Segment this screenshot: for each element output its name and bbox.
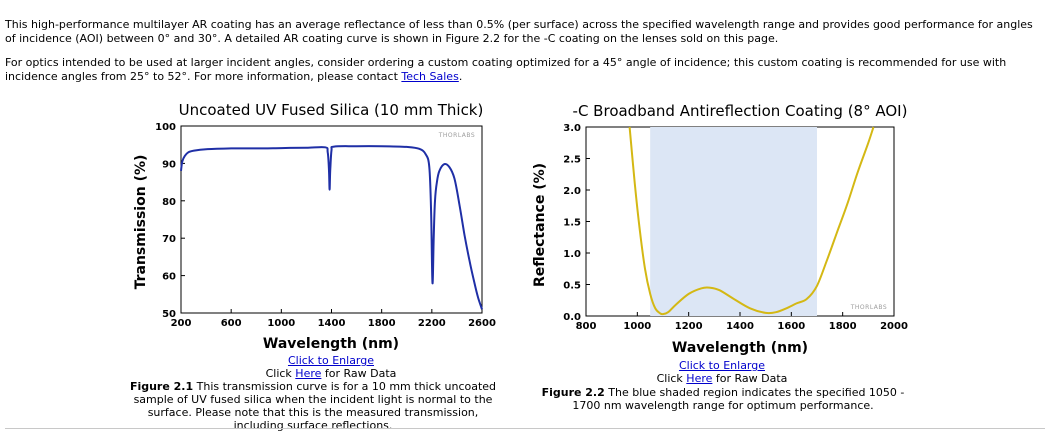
chart-title: Uncoated UV Fused Silica (10 mm Thick) [179, 101, 484, 119]
figure-2-2-caption: Figure 2.2 The blue shaded region indica… [532, 386, 914, 412]
y-tick-label: 80 [162, 197, 176, 208]
raw-data-suffix: for Raw Data [321, 367, 397, 380]
x-tick-label: 1800 [368, 318, 396, 329]
x-ticks: 200 600 1000 1400 1800 2200 2600 [171, 309, 496, 329]
caption-label: Figure 2.1 [129, 380, 194, 393]
x-tick-label: 200 [171, 318, 192, 329]
intro-paragraph: This high-performance multilayer AR coat… [5, 18, 1033, 45]
caption-text: The blue shaded region indicates the spe… [572, 386, 905, 412]
thorlabs-watermark: THORLABS [438, 132, 475, 139]
click-to-enlarge-link[interactable]: Click to Enlarge [287, 354, 375, 367]
figure-2-1-links: Click to Enlarge Click Here for Raw Data [231, 354, 431, 380]
paragraph-text: For optics intended to be used at larger… [5, 56, 1007, 83]
click-to-enlarge-link[interactable]: Click to Enlarge [678, 359, 766, 372]
x-tick-label: 1000 [267, 318, 295, 329]
x-tick-label: 2200 [418, 318, 446, 329]
tech-sales-link[interactable]: Tech Sales [401, 70, 459, 83]
caption-label: Figure 2.2 [541, 386, 605, 399]
x-tick-label: 600 [221, 318, 242, 329]
custom-coating-paragraph: For optics intended to be used at larger… [5, 56, 1040, 84]
y-ticks: 50 60 70 80 90 100 [155, 122, 185, 320]
raw-data-prefix: Click [265, 367, 296, 380]
y-tick-label: 90 [162, 159, 176, 170]
figure-2-2-links: Click to Enlarge Click Here for Raw Data [622, 359, 822, 385]
raw-data-link[interactable]: Here [686, 372, 713, 385]
raw-data-prefix: Click [656, 372, 687, 385]
y-axis-label: Transmission (%) [133, 155, 149, 290]
x-tick-label: 2600 [468, 318, 496, 329]
transmission-curve [180, 145, 483, 310]
y-tick-label: 50 [162, 309, 176, 320]
raw-data-link[interactable]: Here [295, 367, 322, 380]
figure-2-1-caption: Figure 2.1 This transmission curve is fo… [126, 380, 500, 432]
raw-data-suffix: for Raw Data [712, 372, 788, 385]
x-tick-label: 1400 [318, 318, 346, 329]
y-tick-label: 60 [162, 272, 176, 283]
y-tick-label: 70 [162, 234, 176, 245]
paragraph-end: . [458, 70, 463, 83]
section-divider [5, 428, 1045, 429]
y-tick-label: 100 [155, 122, 176, 133]
x-axis-label: Wavelength (nm) [263, 336, 399, 352]
